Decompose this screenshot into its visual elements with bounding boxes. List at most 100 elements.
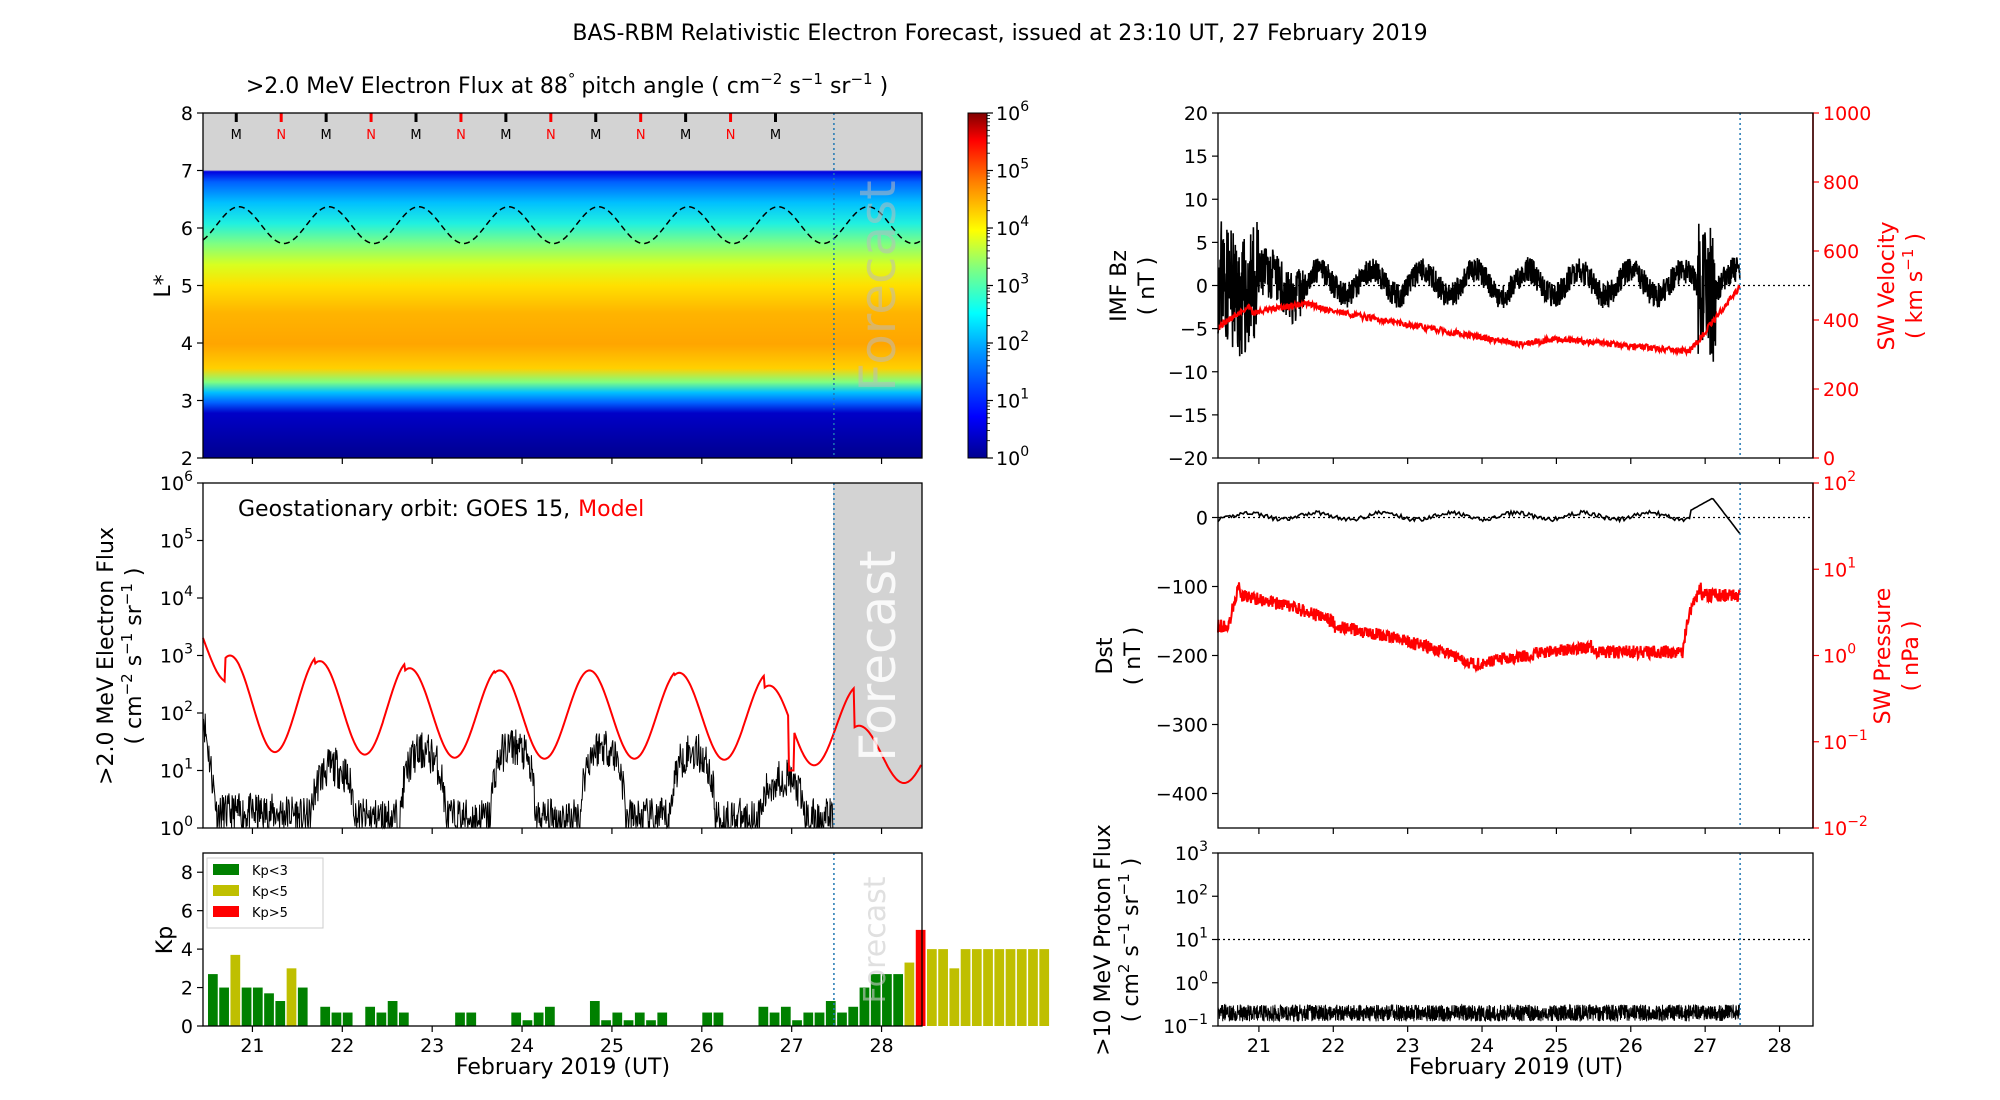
kp-xtick-label: 24 [510,1035,534,1057]
imf-ytick-label: −10 [1168,362,1208,384]
proton-ytick-label: 102 [1175,882,1208,908]
proton-ytick-label: 101 [1175,926,1208,952]
lstar-heatmap [203,113,922,458]
proton-xtick-label: 24 [1470,1035,1494,1057]
kp-bar [848,1006,859,1026]
imf-ylabel-right-units: ( km s−1 ) [1899,233,1928,339]
kp-bar [466,1012,477,1026]
proton-xlabel: February 2019 (UT) [1409,1055,1623,1080]
kp-legend-label-high: Kp>5 [252,906,288,921]
kp-bar [275,1001,286,1026]
kp-bar [657,1012,668,1026]
dst-frame [1217,482,1814,829]
kp-bar [398,1012,409,1026]
sw-velocity-line [1217,284,1741,358]
geo-flux-ylabel: >2.0 MeV Electron Flux [94,527,119,785]
dst-ylabel-right: SW Pressure [1871,588,1896,725]
kp-ytick-label: 8 [181,862,193,884]
kp-bar [938,949,948,1026]
kp-ytick-label: 0 [181,1016,193,1038]
proton-xtick-label: 28 [1767,1035,1791,1057]
lstar-mn-label: N [276,128,286,143]
proton-xtick-label: 25 [1544,1035,1568,1057]
kp-bar [904,962,915,1026]
lstar-mn-label: N [546,128,556,143]
lstar-mn-label: M [770,128,781,143]
kp-bar [207,974,218,1026]
figure-title: BAS-RBM Relativistic Electron Forecast, … [572,21,1427,46]
dst-ylabel-units: ( nT ) [1121,627,1146,686]
kp-bar [792,1020,802,1026]
kp-xtick-label: 27 [780,1035,804,1057]
geo-flux-ytick-label: 105 [160,527,193,553]
imf-ylabel-right: SW Velocity [1875,221,1900,350]
kp-bar [983,949,993,1026]
proton-xtick-label: 26 [1619,1035,1643,1057]
kp-bar [331,1012,342,1026]
kp-bar [803,1012,814,1026]
lstar-mn-label: N [636,128,646,143]
proton-ylabel: >10 MeV Proton Flux [1091,824,1116,1056]
colorbar: 100 101 102 103 104 105 106 [967,99,1029,470]
dst-ylabel-right-units: ( nPa ) [1899,621,1924,692]
lstar-mn-label: M [680,128,691,143]
kp-ytick-label: 6 [181,901,193,923]
kp-bar [926,949,937,1026]
lstar-ylabel: L* [151,274,176,297]
imf-ytick-right-label: 800 [1823,172,1859,194]
geo-flux-ytick-label: 103 [160,642,193,668]
imf-ytick-label: −5 [1180,319,1208,341]
kp-bar [387,1001,398,1026]
kp-bar [264,993,274,1026]
kp-bar [342,1012,353,1026]
sw-pressure-line [1217,582,1741,674]
kp-ylabel: Kp [153,926,178,954]
dst-ytick-right-label: 10−2 [1823,814,1868,840]
colorbar-tick-label: 102 [996,329,1029,355]
proton-xtick-label: 21 [1247,1035,1271,1057]
kp-bar [455,1012,465,1026]
proton-xtick-label: 23 [1396,1035,1420,1057]
kp-legend: Kp<3 Kp<5 Kp>5 [206,857,324,929]
kp-bar [589,1001,600,1026]
geo-flux-forecast-bg [833,483,922,828]
lstar-ytick-label: 2 [181,448,193,470]
dst-ytick-right-label: 10−1 [1823,728,1868,754]
imf-ytick-label: 15 [1184,146,1208,168]
kp-bar [971,949,982,1026]
lstar-mn-label: M [321,128,332,143]
kp-bar [320,1006,331,1026]
kp-bar [601,1020,611,1026]
geo-flux-observed-line [202,713,834,830]
colorbar-tick-label: 106 [996,99,1029,125]
dst-ytick-right-label: 101 [1823,555,1856,581]
colorbar-tick-label: 103 [996,272,1029,298]
kp-xtick-label: 28 [869,1035,893,1057]
kp-bar [623,1020,634,1026]
kp-bar [511,1012,522,1026]
lstar-mn-label: M [500,128,511,143]
kp-xtick-label: 26 [690,1035,714,1057]
kp-bar [230,954,241,1026]
geo-flux-ytick-label: 106 [160,469,193,495]
kp-bar [241,987,252,1026]
proton-flux-line [1217,1003,1740,1023]
kp-bar [1005,949,1016,1026]
colorbar-tick-label: 105 [996,157,1029,183]
lstar-ytick-label: 3 [181,391,193,413]
dst-ytick-label: −100 [1156,577,1208,599]
imf-ytick-label: 20 [1184,103,1208,125]
kp-bar [837,1012,847,1026]
imf-ytick-right-label: 600 [1823,241,1859,263]
kp-bar [994,949,1005,1026]
kp-bar [960,949,971,1026]
lstar-forecast-label: Forecast [849,180,907,392]
imf-bz-line [1217,221,1741,362]
kp-bar [1028,949,1038,1026]
kp-bar [758,1006,769,1026]
lstar-panel: >2.0 MeV Electron Flux at 88° pitch angle… [151,70,923,470]
kp-ytick-label: 4 [181,939,193,961]
kp-bar [297,987,308,1026]
